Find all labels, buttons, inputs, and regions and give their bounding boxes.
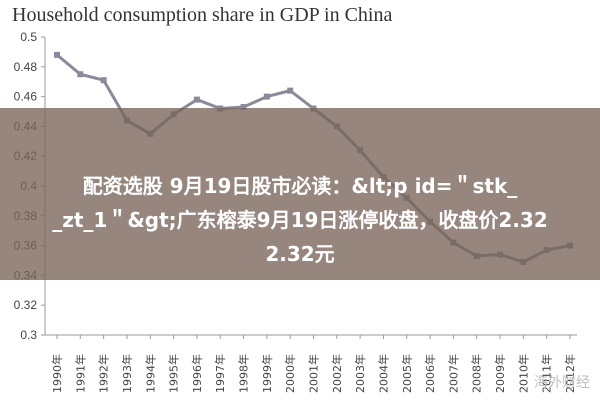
- x-tick-label: 2005年: [400, 354, 414, 393]
- y-tick-label: 0.48: [14, 60, 38, 74]
- x-tick-label: 2009年: [493, 354, 507, 393]
- overlay-caption-line-1: 配资选股 9月19日股市必读：&lt;p id=＂stk_: [82, 174, 518, 198]
- x-tick-label: 2004年: [376, 354, 390, 393]
- x-tick-label: 2006年: [423, 354, 437, 393]
- x-tick-label: 2002年: [330, 354, 344, 393]
- y-tick-label: 0.32: [14, 298, 38, 312]
- y-tick-label: 0.46: [14, 90, 38, 104]
- x-tick-label: 1995年: [167, 354, 181, 393]
- data-point: [240, 104, 247, 111]
- data-point: [263, 93, 270, 100]
- x-tick-label: 2001年: [307, 354, 321, 393]
- overlay-caption-line-3: 2.32元: [265, 242, 335, 266]
- overlay-caption-line-2: _zt_1＂&gt;广东榕泰9月19日涨停收盘，收盘价2.32: [52, 208, 548, 232]
- data-point: [100, 77, 107, 84]
- x-tick-label: 1993年: [120, 354, 134, 393]
- data-point: [193, 96, 200, 103]
- x-tick-label: 1997年: [213, 354, 227, 393]
- x-tick-label: 2007年: [446, 354, 460, 393]
- x-tick-label: 2000年: [283, 354, 297, 393]
- x-tick-label: 1994年: [143, 354, 157, 393]
- caption-overlay: [0, 108, 600, 280]
- y-tick-label: 0.3: [20, 328, 37, 342]
- x-tick-label: 2011年: [540, 354, 554, 393]
- x-tick-label: 2010年: [516, 354, 530, 393]
- y-tick-label: 0.5: [20, 30, 37, 44]
- x-tick-label: 2008年: [470, 354, 484, 393]
- x-tick-label: 2012年: [563, 354, 577, 393]
- x-tick-label: 1999年: [260, 354, 274, 393]
- x-tick-label: 1991年: [73, 354, 87, 393]
- watermark: 海外财经: [534, 374, 590, 390]
- data-point: [77, 71, 84, 78]
- x-tick-label: 1992年: [97, 354, 111, 393]
- data-point: [287, 87, 294, 94]
- data-point: [54, 51, 60, 58]
- x-tick-label: 1990年: [50, 354, 64, 393]
- x-tick-label: 2003年: [353, 354, 367, 393]
- x-tick-label: 1996年: [190, 354, 204, 393]
- x-tick-label: 1998年: [237, 354, 251, 393]
- chart-title: Household consumption share in GDP in Ch…: [12, 4, 393, 26]
